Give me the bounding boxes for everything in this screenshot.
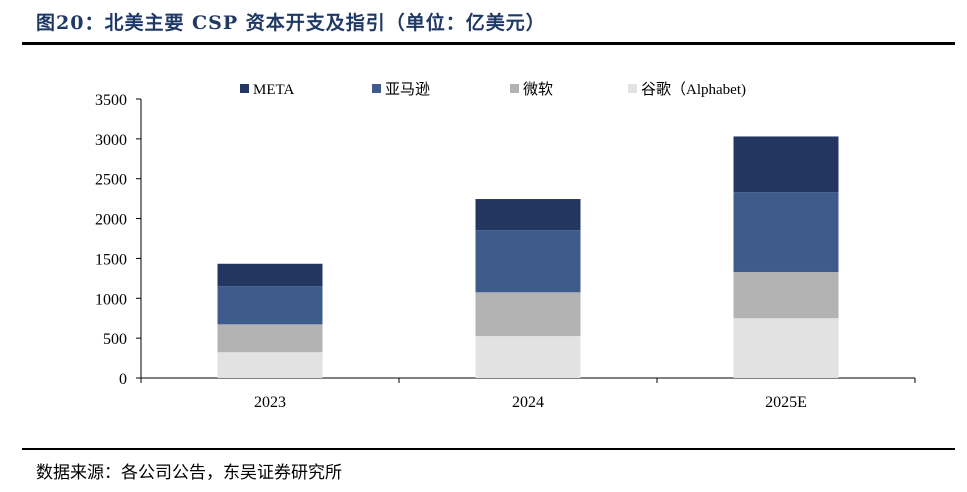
y-tick-label: 3500 xyxy=(95,92,127,109)
y-tick-label: 2500 xyxy=(95,172,127,189)
source-note: 数据来源：各公司公告，东吴证券研究所 xyxy=(36,463,342,483)
y-tick-label: 3000 xyxy=(95,132,127,149)
x-axis: 2023 2024 2025E xyxy=(140,377,916,411)
legend-item: 谷歌（Alphabet) xyxy=(628,81,746,98)
y-axis: 0 500 1000 1500 2000 2500 3000 3500 xyxy=(95,92,142,388)
legend-label: 亚马逊 xyxy=(385,81,430,98)
bar-segment-0-1 xyxy=(475,336,581,378)
bar-segment-2-2 xyxy=(733,192,839,272)
bar-segment-1-0 xyxy=(217,324,323,353)
bar-segment-1-1 xyxy=(475,292,581,337)
x-tick-label: 2023 xyxy=(254,394,286,411)
legend-item: META xyxy=(240,82,294,98)
legend-label: 谷歌（Alphabet) xyxy=(641,81,746,98)
y-tick-label: 500 xyxy=(103,331,127,348)
top-rule xyxy=(22,42,955,45)
bar-segment-2-1 xyxy=(475,230,581,293)
bottom-rule xyxy=(22,448,955,450)
legend-swatch xyxy=(510,84,519,93)
legend-swatch xyxy=(372,84,381,93)
y-tick-label: 0 xyxy=(119,371,127,388)
bar-segment-0-0 xyxy=(217,352,323,378)
legend-item: 亚马逊 xyxy=(372,81,430,98)
bars xyxy=(217,136,839,378)
chart-title: 图20：北美主要 CSP 资本开支及指引（单位：亿美元） xyxy=(36,12,546,34)
bar-segment-0-2 xyxy=(733,318,839,378)
legend: META 亚马逊 微软 谷歌（Alphabet) xyxy=(240,81,746,98)
legend-label: 微软 xyxy=(523,81,553,98)
bar-segment-3-1 xyxy=(475,199,581,231)
x-tick-label: 2025E xyxy=(765,394,807,411)
x-tick-label: 2024 xyxy=(512,394,544,411)
bar-segment-3-0 xyxy=(217,263,323,287)
legend-item: 微软 xyxy=(510,81,553,98)
legend-swatch xyxy=(628,84,637,93)
legend-swatch xyxy=(240,84,249,93)
bar-segment-3-2 xyxy=(733,136,839,193)
bar-segment-1-2 xyxy=(733,271,839,319)
y-tick-label: 2000 xyxy=(95,212,127,229)
y-tick-label: 1500 xyxy=(95,251,127,268)
legend-label: META xyxy=(253,82,294,98)
y-tick-label: 1000 xyxy=(95,291,127,308)
bar-segment-2-0 xyxy=(217,286,323,325)
